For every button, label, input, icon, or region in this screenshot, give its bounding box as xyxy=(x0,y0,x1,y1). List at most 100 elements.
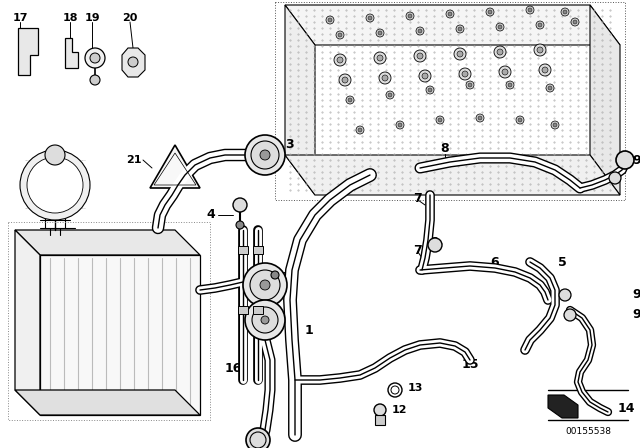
Circle shape xyxy=(398,123,402,127)
Circle shape xyxy=(456,25,464,33)
Circle shape xyxy=(377,55,383,61)
Text: 16: 16 xyxy=(225,362,243,375)
Polygon shape xyxy=(375,415,385,425)
Circle shape xyxy=(553,123,557,127)
Circle shape xyxy=(245,135,285,175)
Text: R: R xyxy=(172,170,179,180)
Text: 7: 7 xyxy=(413,191,422,204)
Text: 00155538: 00155538 xyxy=(565,427,611,436)
Circle shape xyxy=(462,71,468,77)
Circle shape xyxy=(526,6,534,14)
Circle shape xyxy=(252,307,278,333)
Text: 13: 13 xyxy=(408,383,424,393)
Text: 1: 1 xyxy=(305,323,314,336)
Circle shape xyxy=(498,25,502,29)
Circle shape xyxy=(245,300,285,340)
Text: 11: 11 xyxy=(268,289,285,302)
Bar xyxy=(253,246,263,254)
Circle shape xyxy=(534,44,546,56)
Circle shape xyxy=(271,271,279,279)
Circle shape xyxy=(374,404,386,416)
Polygon shape xyxy=(122,48,145,77)
Circle shape xyxy=(559,289,571,301)
Circle shape xyxy=(386,91,394,99)
Circle shape xyxy=(458,27,462,31)
Circle shape xyxy=(260,150,270,160)
Polygon shape xyxy=(65,38,78,68)
Circle shape xyxy=(342,77,348,83)
Circle shape xyxy=(496,23,504,31)
Circle shape xyxy=(233,198,247,212)
Text: 5: 5 xyxy=(558,255,567,268)
Circle shape xyxy=(250,432,266,448)
Circle shape xyxy=(466,81,474,89)
Circle shape xyxy=(236,221,244,229)
Circle shape xyxy=(478,116,482,120)
Circle shape xyxy=(414,50,426,62)
Polygon shape xyxy=(15,230,200,255)
Circle shape xyxy=(346,96,354,104)
Circle shape xyxy=(326,16,334,24)
Text: 12: 12 xyxy=(392,405,408,415)
Circle shape xyxy=(428,238,442,252)
Circle shape xyxy=(537,47,543,53)
Circle shape xyxy=(334,54,346,66)
Circle shape xyxy=(518,118,522,122)
Circle shape xyxy=(561,8,569,16)
Circle shape xyxy=(368,16,372,20)
Polygon shape xyxy=(150,145,200,188)
Text: 4: 4 xyxy=(206,208,215,221)
Text: 15: 15 xyxy=(462,358,479,371)
Text: 9: 9 xyxy=(632,289,640,302)
Circle shape xyxy=(563,10,567,14)
Bar xyxy=(238,306,248,314)
Circle shape xyxy=(516,116,524,124)
Circle shape xyxy=(20,150,90,220)
Circle shape xyxy=(499,66,511,78)
Circle shape xyxy=(337,57,343,63)
Circle shape xyxy=(374,52,386,64)
Text: 9: 9 xyxy=(632,154,640,167)
Circle shape xyxy=(338,33,342,37)
Circle shape xyxy=(448,12,452,16)
Circle shape xyxy=(128,57,138,67)
Circle shape xyxy=(436,116,444,124)
Circle shape xyxy=(502,69,508,75)
Circle shape xyxy=(546,84,554,92)
Text: 2: 2 xyxy=(282,277,290,287)
Circle shape xyxy=(336,31,344,39)
Text: 19: 19 xyxy=(84,13,100,23)
Text: 20: 20 xyxy=(122,13,138,23)
Circle shape xyxy=(426,86,434,94)
Polygon shape xyxy=(18,28,38,75)
Circle shape xyxy=(366,14,374,22)
Circle shape xyxy=(246,428,270,448)
Circle shape xyxy=(378,31,382,35)
Circle shape xyxy=(616,151,634,169)
Circle shape xyxy=(457,51,463,57)
Text: 17: 17 xyxy=(12,13,28,23)
Circle shape xyxy=(468,83,472,87)
Circle shape xyxy=(376,29,384,37)
Polygon shape xyxy=(285,155,620,195)
Polygon shape xyxy=(15,390,200,415)
Circle shape xyxy=(538,23,542,27)
Polygon shape xyxy=(285,5,620,45)
Circle shape xyxy=(328,18,332,22)
Circle shape xyxy=(250,270,280,300)
Circle shape xyxy=(539,64,551,76)
Circle shape xyxy=(243,263,287,307)
Circle shape xyxy=(564,309,576,321)
Polygon shape xyxy=(15,230,40,415)
Circle shape xyxy=(497,49,503,55)
Text: 8: 8 xyxy=(441,142,449,155)
Bar xyxy=(253,306,263,314)
Circle shape xyxy=(422,73,428,79)
Circle shape xyxy=(45,145,65,165)
Circle shape xyxy=(454,48,466,60)
Circle shape xyxy=(506,81,514,89)
Circle shape xyxy=(90,53,100,63)
Circle shape xyxy=(571,18,579,26)
Circle shape xyxy=(542,67,548,73)
Circle shape xyxy=(348,98,352,102)
